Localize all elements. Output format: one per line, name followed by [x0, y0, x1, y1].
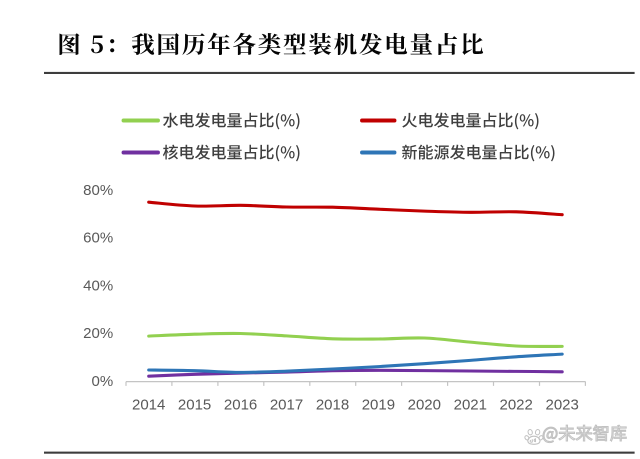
svg-text:2018: 2018 [316, 396, 349, 413]
svg-text:80%: 80% [83, 182, 113, 199]
svg-text:2017: 2017 [270, 396, 303, 413]
svg-text:2015: 2015 [178, 396, 211, 413]
svg-text:2014: 2014 [132, 396, 165, 413]
svg-text:2021: 2021 [454, 396, 487, 413]
svg-text:2019: 2019 [362, 396, 395, 413]
svg-text:40%: 40% [83, 278, 113, 295]
svg-text:0%: 0% [92, 373, 114, 390]
svg-text:2022: 2022 [500, 396, 533, 413]
svg-text:20%: 20% [83, 325, 113, 342]
svg-text:2020: 2020 [408, 396, 441, 413]
svg-text:2023: 2023 [546, 396, 579, 413]
svg-text:60%: 60% [83, 230, 113, 247]
svg-text:2016: 2016 [224, 396, 257, 413]
